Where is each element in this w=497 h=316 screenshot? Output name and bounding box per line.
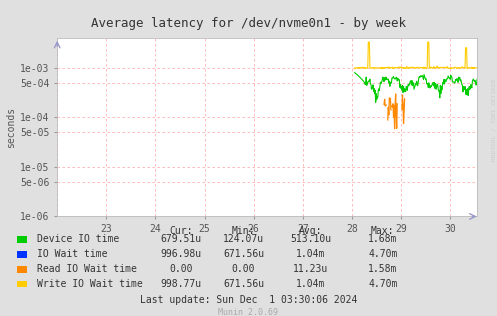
Text: 513.10u: 513.10u [290,234,331,244]
Text: 679.51u: 679.51u [161,234,202,244]
Text: Average latency for /dev/nvme0n1 - by week: Average latency for /dev/nvme0n1 - by we… [91,17,406,30]
Text: 0.00: 0.00 [232,264,255,274]
Text: 4.70m: 4.70m [368,249,398,259]
Text: 998.77u: 998.77u [161,279,202,289]
Text: Max:: Max: [371,226,395,236]
Text: RRDTOOL / TOBI OETIKER: RRDTOOL / TOBI OETIKER [491,79,496,161]
Text: IO Wait time: IO Wait time [37,249,108,259]
Text: 671.56u: 671.56u [223,279,264,289]
Text: Read IO Wait time: Read IO Wait time [37,264,137,274]
Text: Device IO time: Device IO time [37,234,119,244]
Text: 11.23u: 11.23u [293,264,328,274]
Text: Cur:: Cur: [169,226,193,236]
Text: 1.04m: 1.04m [296,279,326,289]
Text: 996.98u: 996.98u [161,249,202,259]
Text: Munin 2.0.69: Munin 2.0.69 [219,308,278,316]
Text: 4.70m: 4.70m [368,279,398,289]
Text: 0.00: 0.00 [169,264,193,274]
Text: 671.56u: 671.56u [223,249,264,259]
Text: Last update: Sun Dec  1 03:30:06 2024: Last update: Sun Dec 1 03:30:06 2024 [140,295,357,305]
Text: Avg:: Avg: [299,226,323,236]
Text: Min:: Min: [232,226,255,236]
Text: Write IO Wait time: Write IO Wait time [37,279,143,289]
Text: 1.04m: 1.04m [296,249,326,259]
Text: 1.58m: 1.58m [368,264,398,274]
Text: 1.68m: 1.68m [368,234,398,244]
Text: 124.07u: 124.07u [223,234,264,244]
Y-axis label: seconds: seconds [6,106,16,148]
